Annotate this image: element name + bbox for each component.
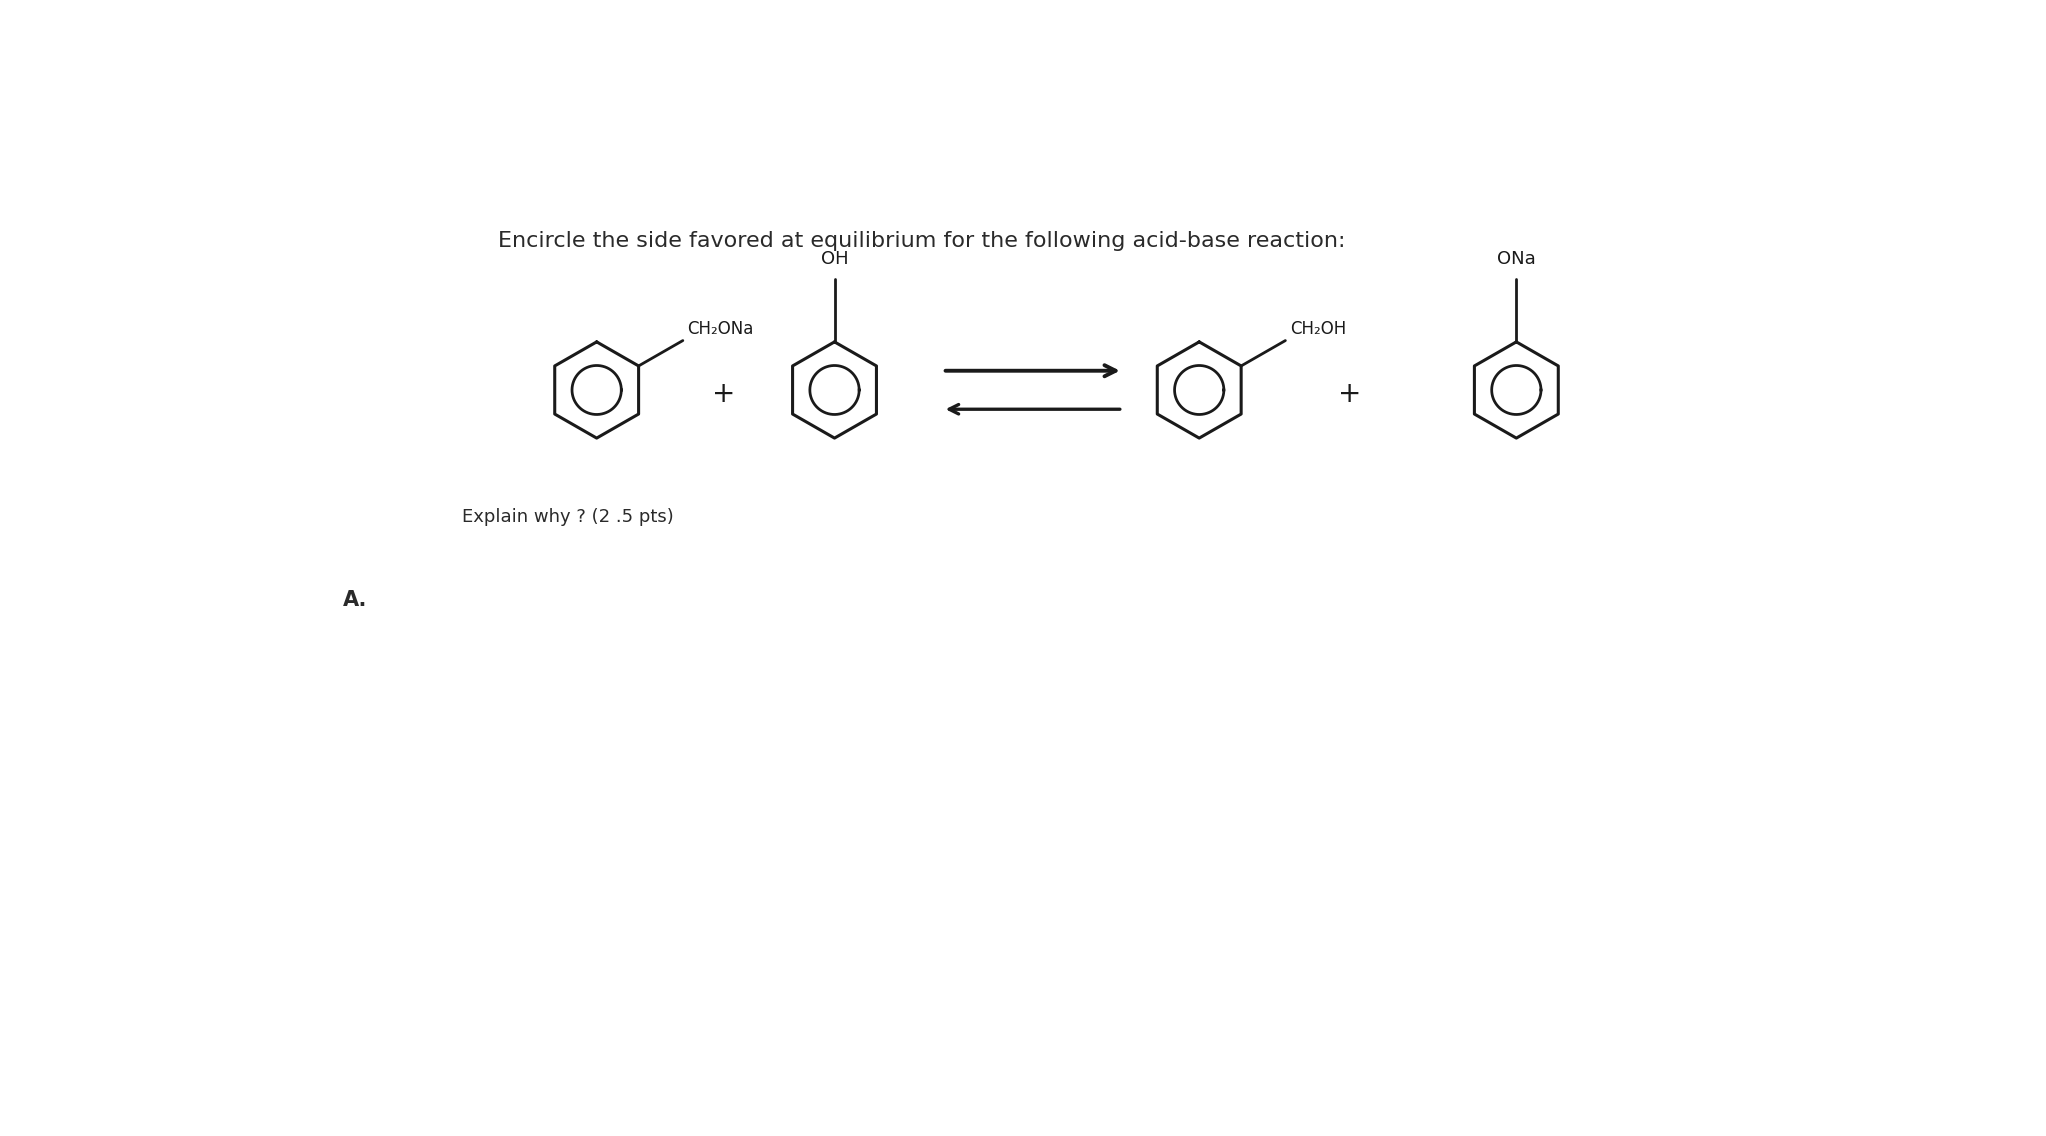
Text: ONa: ONa	[1498, 250, 1537, 268]
Text: Encircle the side favored at equilibrium for the following acid-base reaction:: Encircle the side favored at equilibrium…	[497, 232, 1346, 251]
Text: CH₂OH: CH₂OH	[1291, 320, 1346, 337]
Text: CH₂ONa: CH₂ONa	[687, 320, 755, 337]
Text: +: +	[1338, 381, 1361, 408]
Text: OH: OH	[820, 250, 849, 268]
Text: A.: A.	[344, 590, 368, 610]
Text: Explain why ? (2 .5 pts): Explain why ? (2 .5 pts)	[462, 508, 673, 526]
Text: +: +	[712, 381, 735, 408]
